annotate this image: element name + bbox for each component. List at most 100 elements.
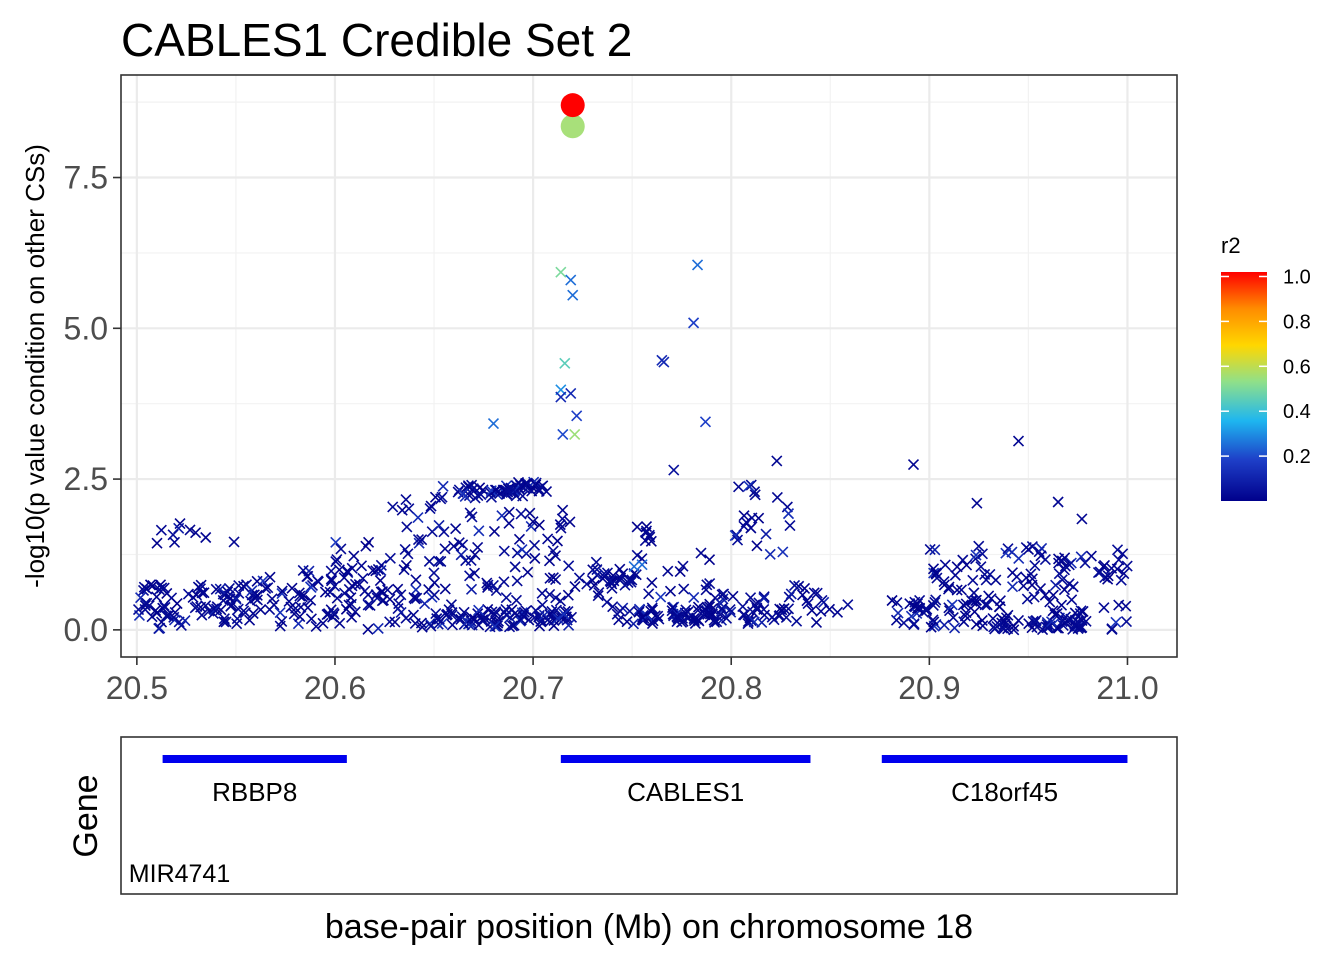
data-point (706, 603, 718, 615)
data-point (558, 608, 570, 620)
data-point (550, 592, 562, 604)
data-point (457, 488, 469, 500)
chart-title: CABLES1 Credible Set 2 (121, 14, 632, 66)
data-point (191, 600, 203, 613)
data-point (831, 606, 844, 618)
data-point (771, 491, 783, 503)
data-point (975, 561, 987, 573)
data-point (715, 598, 727, 610)
data-point (938, 619, 950, 631)
data-point (559, 357, 571, 369)
data-point (764, 548, 776, 560)
data-point (662, 565, 674, 577)
data-point (156, 582, 168, 594)
data-point (276, 585, 288, 597)
data-point (243, 614, 256, 626)
data-point (555, 391, 567, 403)
data-point (938, 576, 950, 588)
data-point (655, 591, 667, 603)
data-point (276, 615, 288, 627)
data-point (668, 464, 680, 476)
data-point (658, 356, 670, 368)
data-point (208, 603, 220, 615)
data-point (330, 555, 342, 568)
data-point (474, 482, 486, 494)
data-point (1118, 568, 1130, 580)
data-point (310, 620, 322, 632)
data-point (1106, 623, 1118, 636)
data-point (636, 613, 648, 626)
data-point (139, 603, 151, 616)
data-point (727, 590, 739, 602)
data-point (1039, 589, 1051, 601)
data-point (567, 289, 579, 301)
data-point (433, 519, 445, 531)
background-points (132, 476, 1133, 636)
data-point (929, 596, 941, 608)
data-point (646, 602, 658, 614)
data-point (465, 554, 477, 566)
data-point (473, 604, 485, 616)
data-point (528, 611, 540, 624)
data-point (1050, 579, 1062, 591)
data-point (155, 524, 167, 536)
data-point (557, 428, 569, 441)
data-point (446, 619, 458, 631)
data-point (969, 606, 981, 618)
data-point (636, 611, 649, 623)
data-point (498, 545, 510, 557)
data-point (362, 623, 374, 635)
data-point (167, 529, 179, 541)
data-point (987, 612, 999, 625)
data-point (607, 601, 619, 613)
data-point (760, 528, 772, 540)
x-tick-label: 20.9 (898, 670, 960, 706)
data-point (806, 604, 818, 617)
notable-points (487, 259, 1088, 573)
data-point (1031, 621, 1043, 633)
data-point (554, 595, 567, 607)
data-point (811, 587, 823, 599)
data-point (375, 586, 387, 598)
x-axis: 20.5 20.6 20.7 20.8 20.9 21.0 (106, 657, 1159, 706)
data-point (703, 554, 716, 566)
data-point (581, 578, 593, 590)
data-point (842, 599, 854, 611)
data-point (384, 552, 396, 564)
data-point (749, 489, 761, 501)
data-point (428, 567, 440, 579)
y-axis: 0.0 2.5 5.0 7.5 (64, 160, 121, 648)
data-point (627, 618, 640, 630)
data-point (1073, 621, 1085, 633)
data-point (777, 546, 789, 558)
data-point (1012, 435, 1025, 447)
data-point (1039, 554, 1051, 566)
data-point (251, 594, 263, 606)
data-point (780, 611, 792, 624)
data-point (1042, 621, 1055, 633)
data-point (625, 576, 637, 588)
data-point (892, 607, 904, 619)
data-point (1076, 513, 1088, 525)
data-point (643, 588, 655, 600)
data-point (928, 567, 940, 579)
data-point (455, 549, 467, 561)
data-point (747, 606, 759, 618)
data-point (633, 603, 646, 615)
highlighted-points (560, 93, 585, 139)
data-point (533, 483, 545, 495)
data-point (542, 533, 554, 545)
data-point (348, 550, 360, 562)
data-point (503, 517, 515, 529)
data-point (330, 536, 342, 548)
data-point (511, 575, 523, 587)
data-point (793, 580, 805, 592)
data-point (1053, 568, 1065, 580)
data-point (524, 507, 536, 519)
data-point (151, 607, 163, 619)
data-point (725, 606, 737, 618)
data-point (331, 592, 343, 604)
data-point (412, 534, 425, 546)
data-point (506, 620, 519, 632)
